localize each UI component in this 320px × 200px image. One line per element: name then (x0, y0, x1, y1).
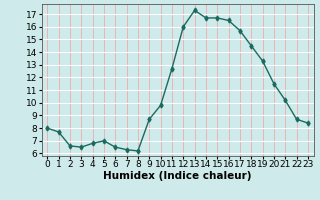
X-axis label: Humidex (Indice chaleur): Humidex (Indice chaleur) (103, 171, 252, 181)
